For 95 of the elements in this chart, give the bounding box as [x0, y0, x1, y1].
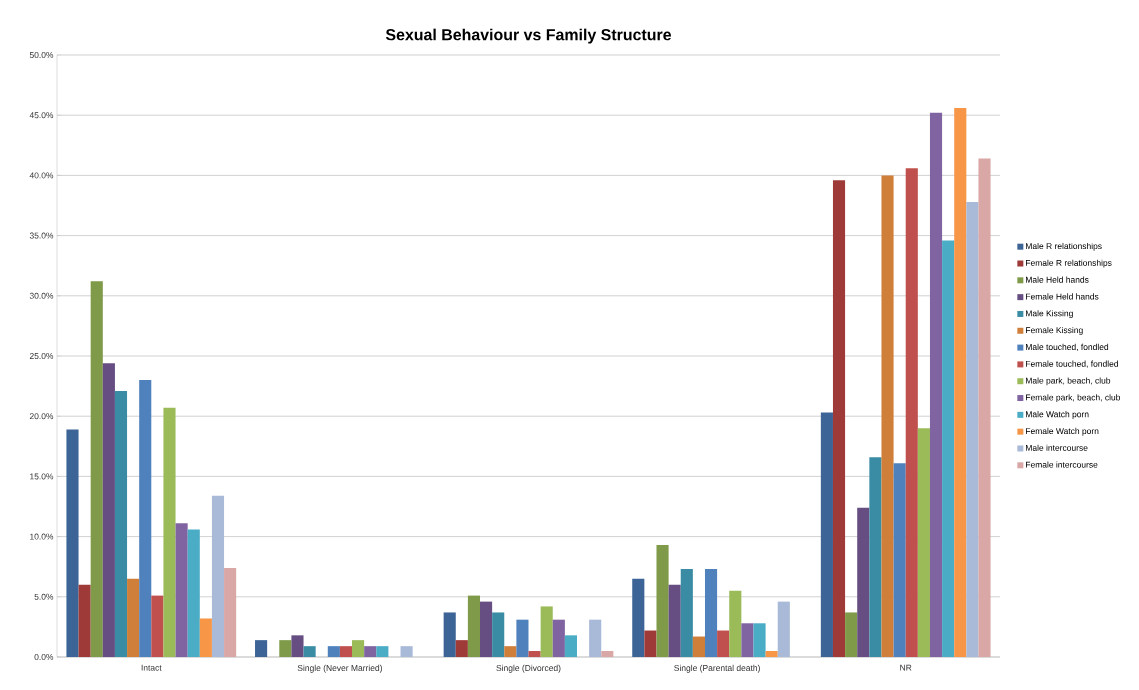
- y-tick-label: 40.0%: [29, 172, 54, 179]
- bar: [376, 646, 389, 657]
- bar: [869, 457, 882, 657]
- bar: [845, 612, 858, 657]
- y-tick-label: 45.0%: [29, 112, 54, 119]
- bar: [224, 567, 237, 657]
- bar: [881, 175, 894, 657]
- bar: [680, 569, 693, 657]
- y-tick-label: 0.0%: [34, 654, 54, 660]
- bar: [327, 646, 340, 657]
- legend-label: Male Kissing: [1026, 310, 1073, 319]
- legend-label: Female Watch porn: [1026, 427, 1099, 436]
- legend-label: Female R relationships: [1026, 259, 1112, 268]
- legend-label: Male Watch porn: [1026, 411, 1089, 419]
- bar: [753, 623, 766, 657]
- legend-label: Female Kissing: [1026, 326, 1083, 335]
- legend-label: Male park, beach, club: [1026, 377, 1111, 386]
- bar: [303, 646, 316, 657]
- bar: [589, 619, 602, 657]
- bar: [656, 545, 669, 657]
- bar: [777, 601, 790, 657]
- bar: [400, 646, 413, 657]
- bar: [78, 584, 91, 657]
- bar: [139, 380, 152, 657]
- bar: [528, 650, 541, 657]
- bar: [820, 412, 833, 657]
- bar: [540, 606, 553, 657]
- bar: [741, 623, 754, 657]
- bar: [90, 281, 103, 657]
- y-tick-label: 10.0%: [30, 533, 54, 540]
- bar: [151, 595, 164, 657]
- bar: [114, 390, 128, 657]
- x-tick-label: Single (Parental death): [674, 664, 760, 673]
- bar: [917, 428, 930, 657]
- bar: [187, 529, 200, 657]
- x-tick-label: Single (Never Married): [297, 664, 382, 673]
- bar: [480, 601, 493, 657]
- legend-label: Male touched, fondled: [1026, 343, 1109, 351]
- x-tick-label: Single (Divorced): [496, 664, 561, 673]
- bar: [352, 640, 365, 657]
- bar: [668, 584, 681, 657]
- y-tick-label: 30.0%: [29, 292, 54, 299]
- chart-title: Sexual Behaviour vs Family Structure: [385, 28, 672, 44]
- bar: [942, 240, 955, 657]
- legend-label: Female touched, fondled: [1026, 360, 1118, 368]
- bar: [966, 201, 979, 657]
- bar: [905, 168, 918, 657]
- y-tick-label: 5.0%: [34, 593, 54, 600]
- bar: [516, 619, 529, 657]
- bar: [279, 640, 292, 657]
- bar: [467, 595, 481, 657]
- legend-label: Male intercourse: [1026, 444, 1088, 451]
- bar: [832, 180, 846, 657]
- bar: [504, 646, 517, 657]
- bar: [857, 507, 870, 657]
- bar: [765, 650, 778, 657]
- bar: [163, 407, 176, 657]
- bar: [102, 363, 115, 657]
- bar: [552, 619, 565, 657]
- bar: [255, 640, 268, 657]
- legend-label: Male R relationships: [1026, 242, 1102, 251]
- y-tick-label: 25.0%: [29, 353, 54, 359]
- bar: [978, 158, 991, 657]
- bar: [632, 578, 645, 657]
- legend-label: Female intercourse: [1026, 461, 1098, 468]
- bar: [704, 569, 718, 657]
- bar: [199, 618, 212, 657]
- bar: [492, 612, 505, 657]
- legend-label: Female park, beach, club: [1026, 394, 1121, 403]
- bar: [291, 635, 304, 657]
- bar: [601, 650, 614, 657]
- bar: [729, 590, 742, 657]
- bar: [692, 636, 705, 657]
- bar: [66, 429, 79, 657]
- y-tick-label: 15.0%: [30, 473, 54, 480]
- bar: [893, 463, 906, 657]
- bar: [443, 612, 456, 657]
- bar: [455, 640, 468, 657]
- bar: [954, 107, 967, 657]
- bar: [339, 646, 353, 657]
- y-tick-label: 20.0%: [29, 413, 54, 420]
- x-tick-label: NR: [900, 664, 912, 671]
- bar: [211, 495, 225, 657]
- bar: [644, 630, 657, 657]
- legend-label: Female Held hands: [1026, 293, 1099, 300]
- bar: [364, 646, 377, 657]
- bar: [929, 112, 943, 657]
- y-tick-label: 35.0%: [29, 232, 54, 239]
- y-tick-label: 50.0%: [29, 52, 54, 58]
- x-tick-label: Intact: [141, 664, 162, 671]
- bar: [564, 635, 577, 657]
- legend-label: Male Held hands: [1026, 276, 1089, 283]
- bar: [127, 578, 140, 657]
- bar: [717, 630, 730, 657]
- bar: [175, 523, 188, 657]
